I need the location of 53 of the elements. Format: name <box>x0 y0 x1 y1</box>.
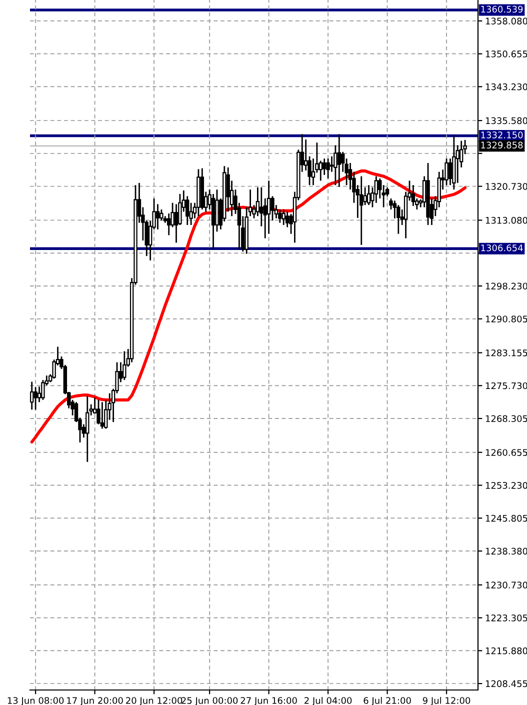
candlestick <box>30 381 34 410</box>
y-tick-label: 1260.655 <box>486 449 527 456</box>
candlestick <box>122 350 126 381</box>
ref-line-label: 1332.150 <box>481 132 523 138</box>
y-tick-label: 1215.880 <box>486 647 527 654</box>
candlestick <box>360 176 364 246</box>
y-tick-label: 1238.380 <box>486 548 527 555</box>
ref-line-label: 1329.858 <box>481 142 523 149</box>
y-tick-label: 1253.230 <box>486 482 527 489</box>
candlestick <box>282 208 286 226</box>
y-tick-label: 1230.730 <box>486 582 527 588</box>
y-tick-label: 1208.455 <box>486 680 527 688</box>
candlestick <box>34 386 38 410</box>
candlestick <box>37 386 42 403</box>
y-tick-label: 1290.805 <box>486 316 527 322</box>
candlestick <box>160 208 164 222</box>
candlestick <box>411 184 416 207</box>
candlestick <box>396 204 400 235</box>
y-tick-label: 1350.655 <box>486 50 527 58</box>
candlestick <box>322 158 326 176</box>
candlestick <box>156 203 160 230</box>
y-tick-label: 1343.230 <box>486 83 527 90</box>
candlestick <box>270 196 274 222</box>
y-tick-label: 1298.230 <box>486 282 527 290</box>
ref-line-label: 1306.654 <box>481 244 523 252</box>
candlestick <box>278 208 282 224</box>
y-tick-label: 1223.305 <box>486 614 527 622</box>
line-series <box>30 169 467 444</box>
candlestick <box>100 401 104 430</box>
candlestick <box>374 176 378 204</box>
candlestick <box>363 186 367 206</box>
candlestick <box>285 211 290 228</box>
y-tick-label: 1335.580 <box>486 117 527 124</box>
candlestick <box>337 133 342 188</box>
candlestick <box>448 158 452 186</box>
candlestick <box>96 399 100 425</box>
candlestick <box>444 158 448 186</box>
y-tick-label: 1313.080 <box>486 216 527 224</box>
y-tick-label: 1320.730 <box>486 183 527 190</box>
candlestick <box>330 156 334 173</box>
candlestick <box>41 379 45 401</box>
y-tick-label: 1268.305 <box>486 415 527 422</box>
candlestick <box>166 212 171 236</box>
candlestick <box>326 158 330 180</box>
ref-line-label: 1360.539 <box>481 6 523 13</box>
candlestick <box>86 395 90 463</box>
y-tick-label: 1283.155 <box>486 349 527 356</box>
y-tick-label: 1245.805 <box>486 514 527 522</box>
candlestick <box>266 180 271 235</box>
y-tick-label: 1358.080 <box>486 18 527 24</box>
y-tick-label: 1275.730 <box>486 382 527 390</box>
candlestick <box>260 186 264 228</box>
candlestick <box>366 184 371 206</box>
